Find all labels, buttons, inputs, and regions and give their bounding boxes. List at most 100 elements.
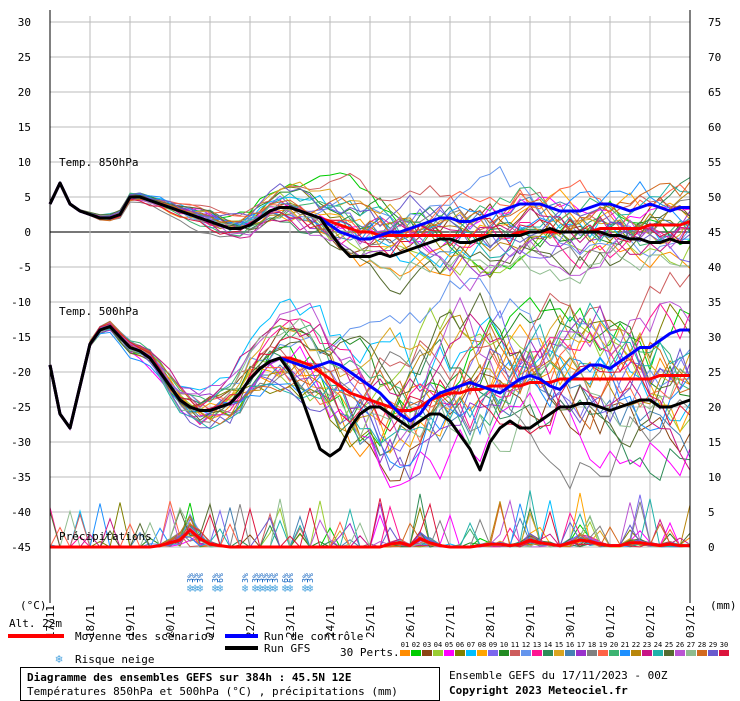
x-tick-label: 01/12 [604,605,617,638]
y-tick-label-right: 55 [708,156,721,169]
snow-risk-value: 3% [211,573,220,583]
perturbation-number: 27 [687,641,695,649]
axes [49,10,691,603]
perturbation-number: 26 [676,641,684,649]
member-line-t500 [49,323,691,435]
perturbation-number: 29 [709,641,717,649]
mean-line-precip [50,528,690,549]
x-tick-label: 30/11 [564,605,577,638]
perturbation-number: 12 [522,641,530,649]
y-tick-label-right: 75 [708,16,721,29]
gfs-line-t850 [48,181,690,258]
perturbation-number: 17 [577,641,585,649]
perturbation-swatch [510,650,520,656]
perturbation-swatch [543,650,553,656]
perturbation-number: 09 [489,641,497,649]
member-line-t500 [49,312,691,471]
y-tick-label-right: 30 [708,331,721,344]
perturbation-swatch [422,650,432,656]
member-line-t500 [49,322,691,445]
snowflake-icon: ❄ [212,582,219,595]
snow-risk-value: 3% [191,573,200,583]
snow-risk-value: 3% [266,573,275,583]
perturbation-swatch [400,650,410,656]
member-line-t850 [49,180,691,243]
snow-risk-value: 3% [271,573,280,583]
perturbation-swatch [444,650,454,656]
member-line-t850 [49,181,691,295]
perturbation-number: 20 [610,641,618,649]
perturbation-number: 23 [643,641,651,649]
perturbation-number: 19 [599,641,607,649]
perturbation-number: 22 [632,641,640,649]
perturbation-number: 11 [511,641,519,649]
snow-risk-value: 3% [306,573,315,583]
snowflake-icon: ❄ [282,582,289,595]
right-axis-unit: (mm) [710,599,737,612]
x-tick-label: 28/11 [484,605,497,638]
legend: Moyenne des scénarios Run de contrôleRun … [8,630,729,666]
perturbation-swatch [697,650,707,656]
snow-risk-value: 6% [216,573,225,583]
perturbation-number: 14 [544,641,552,649]
tick-labels: 302520151050-5-10-15-20-25-30-35-40-4575… [9,16,737,638]
snowflake-icon: ❄ [262,582,269,595]
x-tick-label: 26/11 [404,605,417,638]
y-tick-label-left: -25 [11,401,31,414]
snow-risk-value: 6% [286,573,295,583]
x-tick-label: 29/11 [524,605,537,638]
x-tick-label: 22/11 [244,605,257,638]
x-tick-label: 18/11 [84,605,97,638]
x-tick-label: 23/11 [284,605,297,638]
perturbation-number: 04 [434,641,442,649]
perturbation-swatch [466,650,476,656]
y-tick-label-right: 20 [708,401,721,414]
footer-title-box: Diagramme des ensembles GEFS sur 384h : … [20,667,440,701]
legend-label-control: Run de contrôle [264,630,363,643]
y-tick-label-left: -40 [11,506,31,519]
x-tick-label: 02/12 [644,605,657,638]
y-tick-label-left: 15 [18,121,31,134]
y-tick-label-left: 10 [18,156,31,169]
member-line-t850 [49,181,691,269]
y-tick-label-left: 5 [24,191,31,204]
snowflake-icon: ❄ [217,582,224,595]
perturbation-number: 07 [467,641,475,649]
perturbation-swatch [620,650,630,656]
snowflake-icon: ❄ [302,582,309,595]
panel-label-t850: Temp. 850hPa [59,156,138,169]
x-tick-label: 27/11 [444,605,457,638]
perturbation-count: 30 Perts. [340,646,400,659]
snowflake-icon: ❄ [197,582,204,595]
y-tick-label-left: -30 [11,436,31,449]
member-line-t850 [49,181,691,257]
y-tick-label-left: -35 [11,471,31,484]
perturbation-number: 15 [555,641,563,649]
perturbation-swatch [587,650,597,656]
perturbation-swatch [521,650,531,656]
y-tick-label-right: 70 [708,51,721,64]
run-info: Ensemble GEFS du 17/11/2023 - 00Z [449,669,668,682]
perturbation-number: 10 [500,641,508,649]
legend-label-gfs: Run GFS [264,642,310,655]
perturbation-swatch [433,650,443,656]
panel-label-precip: Précipitations [59,530,152,543]
perturbation-swatch [499,650,509,656]
perturbation-number: 01 [401,641,409,649]
snow-risk-value: 3% [261,573,270,583]
snow-risk-value: 3% [251,573,260,583]
x-tick-label: 25/11 [364,605,377,638]
perturbation-number: 06 [456,641,464,649]
perturbation-number: 08 [478,641,486,649]
perturbation-swatch [598,650,608,656]
x-tick-label: 20/11 [164,605,177,638]
perturbation-swatch [532,650,542,656]
perturbation-number: 18 [588,641,596,649]
x-tick-label: 03/12 [684,605,697,638]
footer-title: Diagramme des ensembles GEFS sur 384h : … [27,671,352,684]
y-tick-label-left: 30 [18,16,31,29]
snowflake-icon: ❄ [55,652,62,666]
y-tick-label-right: 25 [708,366,721,379]
y-tick-label-left: 20 [18,86,31,99]
